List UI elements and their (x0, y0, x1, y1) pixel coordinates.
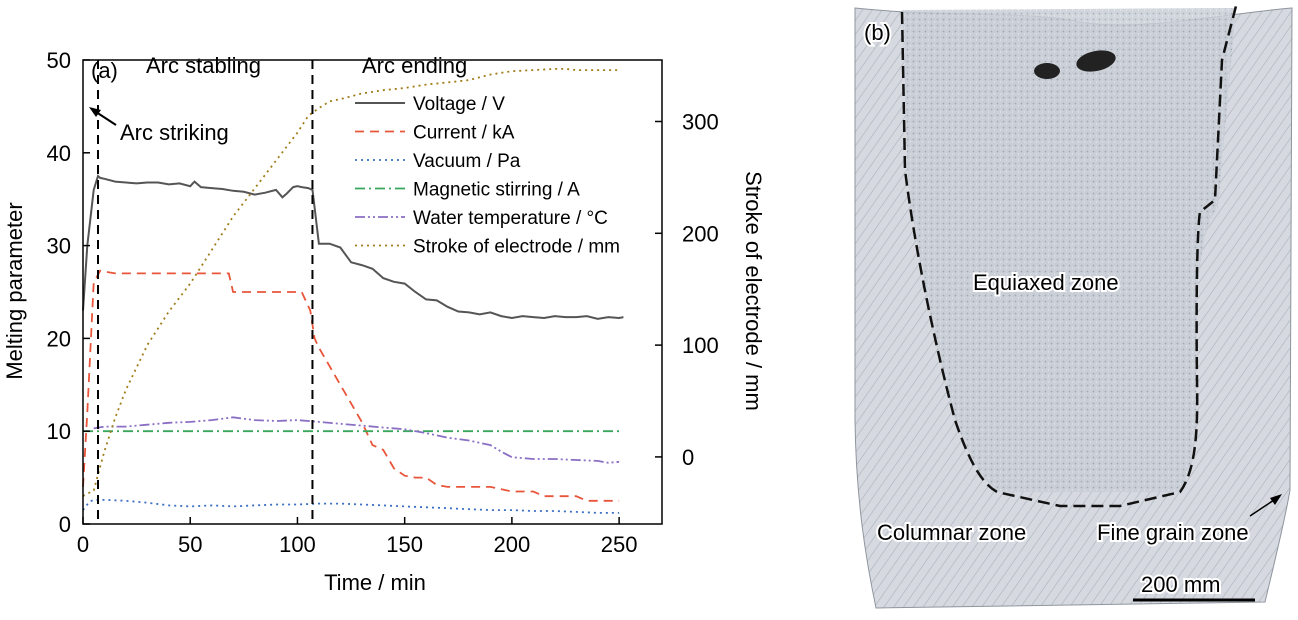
legend-label-2: Current / kA (413, 123, 515, 144)
annotation-arc-ending: Arc ending (362, 53, 467, 78)
y2-tick-label: 300 (682, 109, 719, 134)
series-line-1 (82, 174, 624, 320)
label-fine-grain-zone: Fine grain zone (1097, 520, 1249, 545)
macrostructure-photo: (b) Equiaxed zone Columnar zone Fine gra… (854, 5, 1293, 609)
x-tick-label: 150 (386, 532, 423, 557)
y-tick-label: 20 (47, 326, 71, 351)
y2-tick-label: 200 (682, 221, 719, 246)
legend-label-5: Water temperature / °C (413, 208, 608, 229)
equiaxed-region (902, 8, 1236, 492)
chart-panel-a: 0 50 100 150 200 250 0 10 20 30 40 50 0 100 200 300 (a)… (2, 48, 766, 595)
label-columnar-zone: Columnar zone (877, 520, 1026, 545)
zone-boundary (900, 5, 1238, 508)
arc-striking-arrow (89, 107, 117, 126)
series-line-5 (93, 416, 620, 464)
y-tick-label: 30 (47, 234, 71, 259)
y2-tick-label: 0 (682, 445, 694, 470)
axes-layer: 0 50 100 150 200 250 0 10 20 30 40 50 0 100 200 300 (47, 48, 719, 557)
series-line-3 (82, 498, 620, 514)
annotation-arc-striking: Arc striking (120, 120, 229, 145)
y-tick-label: 50 (47, 48, 71, 73)
pore-small (1034, 63, 1060, 79)
panel-label-b: (b) (864, 20, 891, 45)
legend-label-1: Voltage / V (413, 94, 505, 115)
y2-tick-label: 100 (682, 333, 719, 358)
y-tick-label: 10 (47, 419, 71, 444)
legend-label-6: Stroke of electrode / mm (413, 237, 620, 258)
x-tick-label: 50 (178, 532, 202, 557)
plot-frame (82, 59, 663, 525)
pore-large (1076, 50, 1116, 72)
y2-axis-label: Stroke of electrode / mm (741, 171, 766, 411)
legend: Voltage / V Current / kA Vacuum / Pa Magnet… (355, 94, 620, 258)
x-axis-label: Time / min (324, 570, 426, 595)
panel-label-a: (a) (91, 58, 118, 83)
y-tick-label: 40 (47, 141, 71, 166)
phase-markers (97, 60, 314, 524)
y-tick-label: 0 (59, 512, 71, 537)
legend-label-3: Vacuum / Pa (413, 151, 521, 172)
y-axis-label: Melting parameter (2, 202, 27, 379)
x-tick-label: 250 (601, 532, 638, 557)
legend-label-4: Magnetic stirring / A (413, 180, 580, 201)
x-tick-label: 100 (279, 532, 316, 557)
fine-grain-arrowhead (1270, 494, 1282, 505)
series-line-2 (82, 269, 620, 502)
x-tick-label: 0 (77, 532, 89, 557)
x-tick-label: 200 (494, 532, 531, 557)
label-equiaxed-zone: Equiaxed zone (973, 270, 1119, 295)
annotation-arc-stabling: Arc stabling (146, 53, 261, 78)
scale-bar-label: 200 mm (1141, 572, 1220, 597)
series-layer (82, 68, 624, 514)
